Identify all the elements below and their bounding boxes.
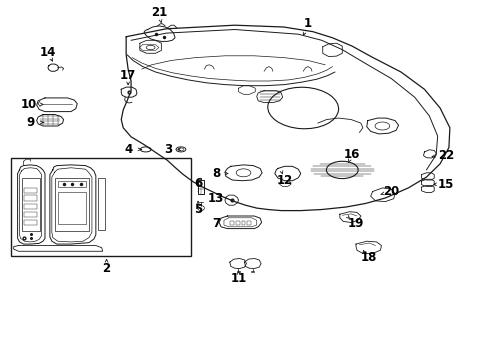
- Bar: [24, 212, 37, 217]
- Bar: [229, 221, 233, 225]
- Text: 12: 12: [276, 174, 292, 187]
- Text: 2: 2: [102, 262, 110, 275]
- Text: 15: 15: [437, 178, 453, 191]
- Text: 4: 4: [124, 143, 132, 156]
- Bar: [21, 178, 40, 231]
- Bar: [24, 220, 37, 225]
- Bar: [197, 180, 204, 194]
- Text: 22: 22: [437, 149, 453, 162]
- Text: 10: 10: [20, 98, 37, 111]
- Text: 6: 6: [194, 177, 202, 190]
- Text: 5: 5: [194, 203, 202, 216]
- Bar: [24, 195, 37, 201]
- Text: 3: 3: [164, 143, 172, 156]
- Text: 1: 1: [304, 17, 311, 30]
- Text: 8: 8: [212, 167, 220, 180]
- Text: 17: 17: [120, 69, 136, 82]
- Text: 21: 21: [150, 6, 167, 19]
- Bar: [247, 221, 251, 225]
- Bar: [24, 188, 37, 193]
- Text: 18: 18: [360, 251, 377, 264]
- Bar: [98, 178, 105, 230]
- Text: 9: 9: [26, 116, 34, 129]
- Text: 13: 13: [207, 192, 224, 205]
- Text: 19: 19: [347, 217, 364, 230]
- Bar: [24, 204, 37, 209]
- Text: 20: 20: [382, 185, 399, 198]
- Text: 11: 11: [230, 273, 246, 285]
- Bar: [58, 192, 86, 224]
- Bar: [241, 221, 245, 225]
- Bar: [55, 178, 89, 231]
- Bar: [11, 158, 190, 256]
- Text: 14: 14: [40, 46, 56, 59]
- Bar: [58, 181, 86, 187]
- Text: 7: 7: [212, 217, 220, 230]
- Bar: [235, 221, 239, 225]
- Text: 16: 16: [343, 148, 360, 161]
